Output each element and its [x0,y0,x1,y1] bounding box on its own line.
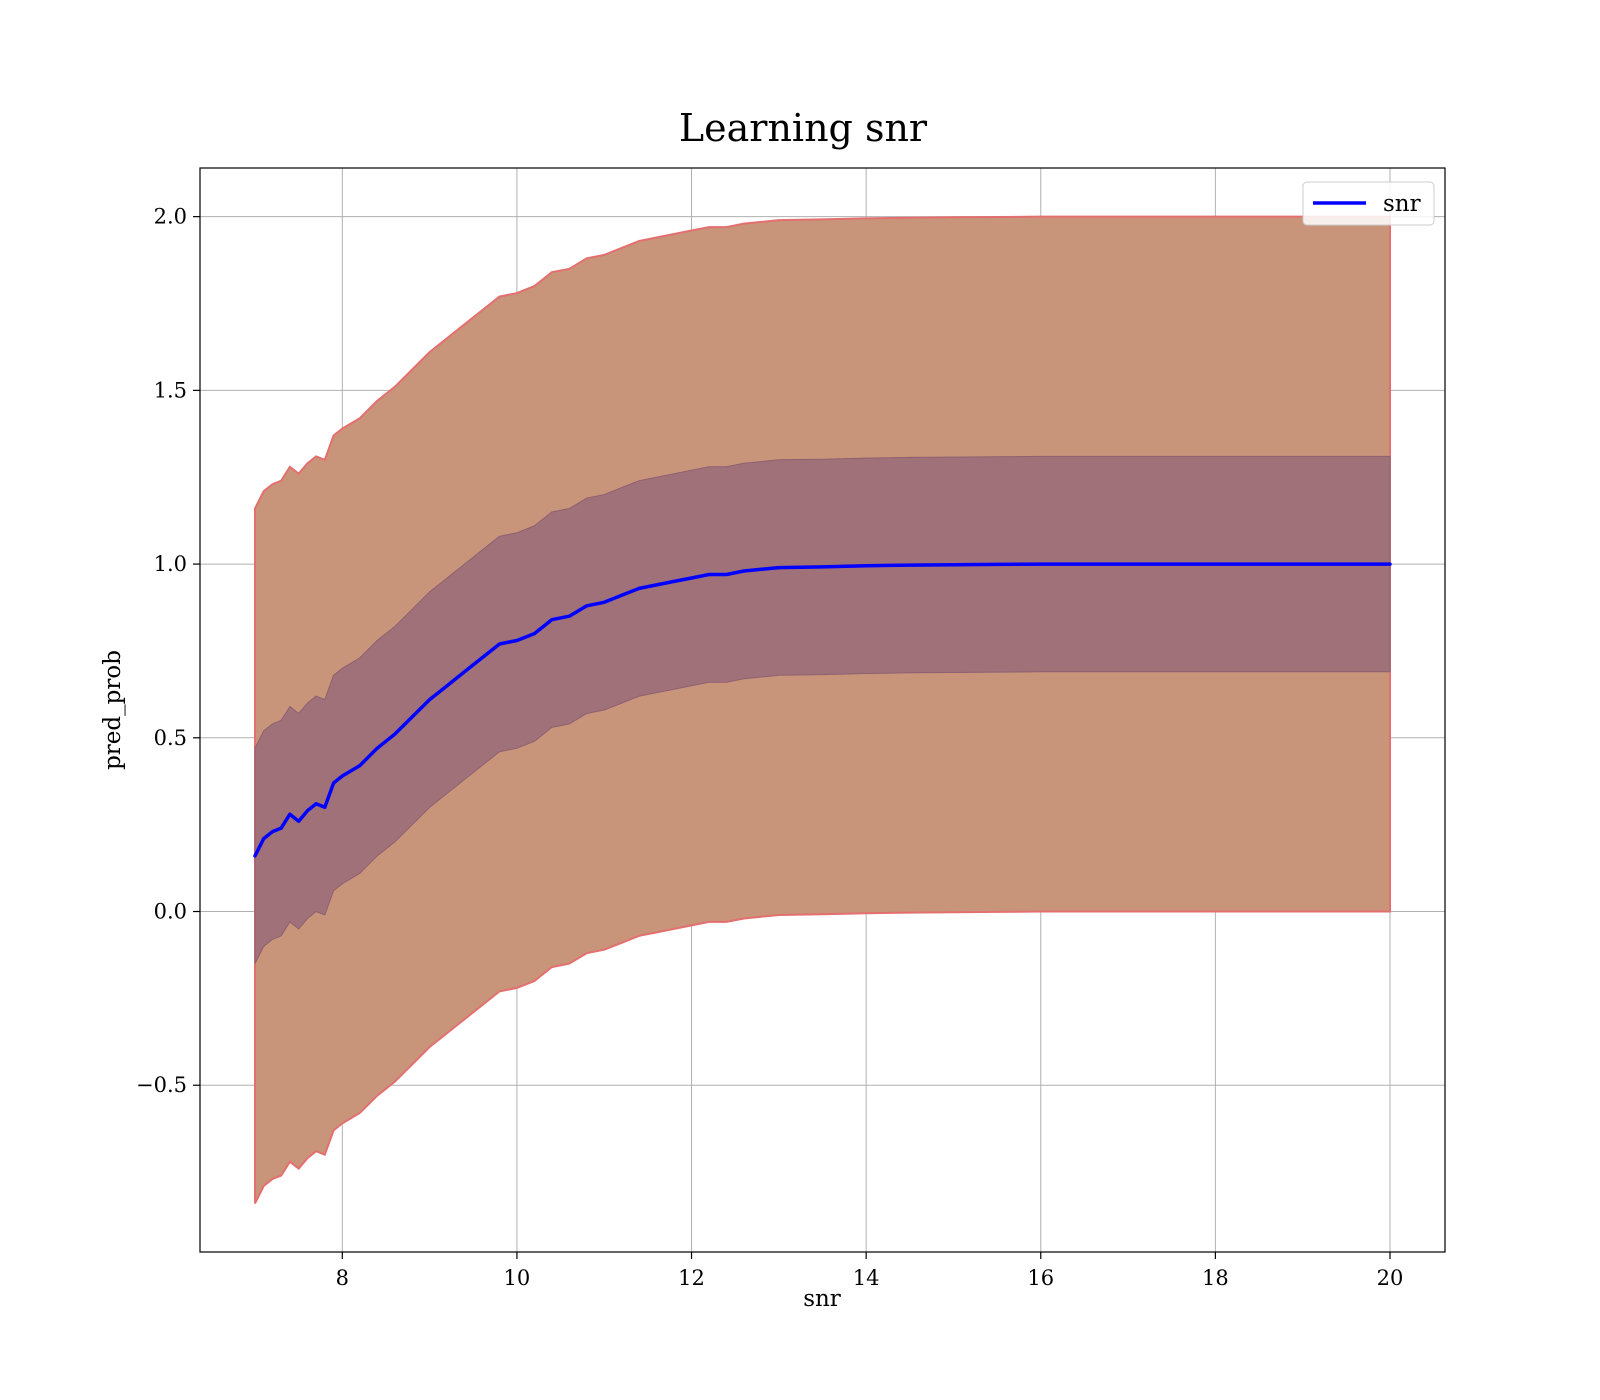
x-ticks: 8 10 12 14 16 18 20 [336,1252,1404,1290]
x-tick-label: 12 [678,1266,705,1290]
y-tick-label: −0.5 [136,1073,187,1097]
x-tick-label: 20 [1377,1266,1404,1290]
series-line-snr [253,562,1392,858]
x-axis-label: snr [803,1286,841,1312]
chart-title: Learning snr [679,106,928,150]
x-tick-label: 8 [336,1266,349,1290]
legend-box [1302,181,1435,226]
legend-label-snr: snr [1383,191,1421,217]
plot-frame [199,167,1446,1253]
lines [253,562,1392,858]
y-ticks: −0.5 0.0 0.5 1.0 1.5 2.0 [136,205,200,1097]
bands [254,215,1391,1204]
y-tick-label: 0.5 [154,726,187,750]
x-tick-label: 16 [1027,1266,1054,1290]
y-axis-label: pred_prob [100,650,126,770]
x-tick-label: 10 [504,1266,531,1290]
y-tick-label: 1.5 [154,378,187,402]
y-tick-label: 0.0 [154,900,187,924]
y-tick-label: 1.0 [154,552,187,576]
legend: snr [1302,181,1435,226]
inner-band [254,455,1391,964]
x-tick-label: 18 [1202,1266,1229,1290]
x-tick-label: 14 [853,1266,880,1290]
y-tick-label: 2.0 [154,205,187,229]
